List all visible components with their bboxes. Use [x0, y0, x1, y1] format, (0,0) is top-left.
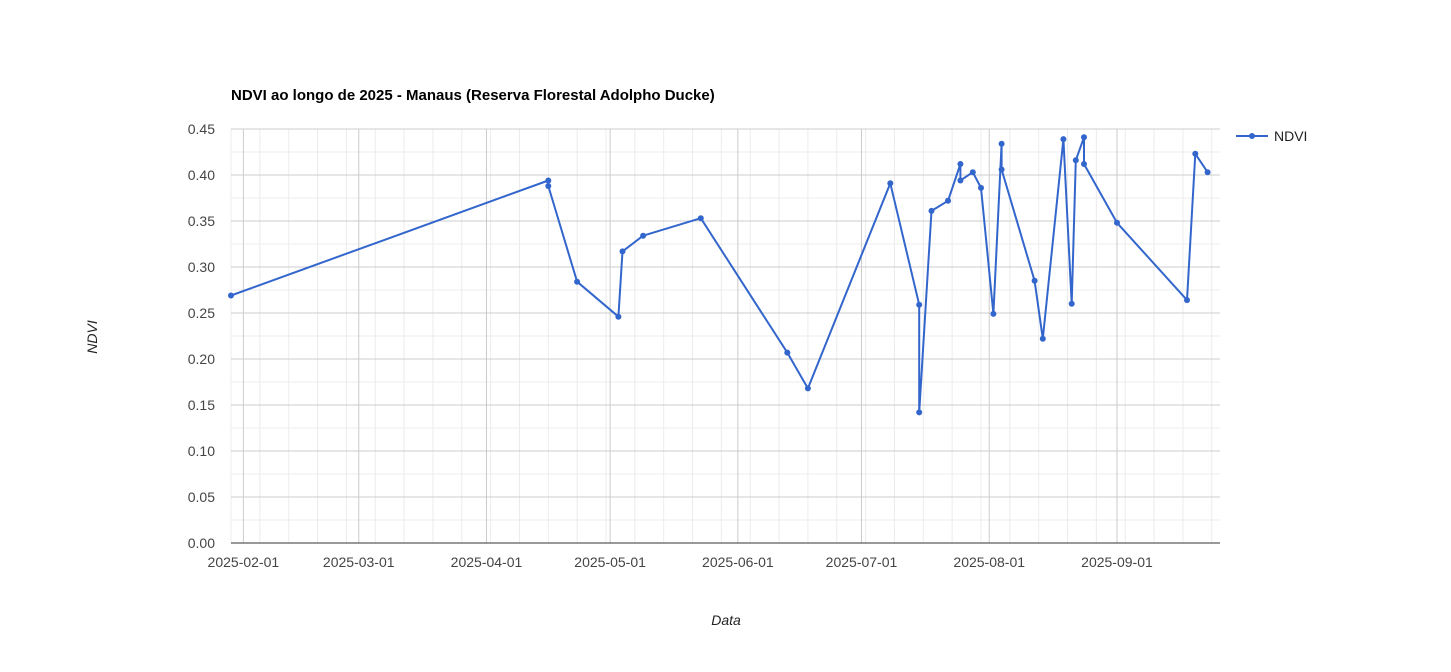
data-point — [1072, 157, 1079, 164]
data-point — [1184, 297, 1190, 304]
data-point — [998, 166, 1005, 173]
data-point — [615, 313, 622, 320]
data-point — [804, 385, 811, 392]
chart-title: NDVI ao longo de 2025 - Manaus (Reserva … — [231, 87, 715, 104]
x-tick-label: 2025-02-01 — [208, 554, 280, 570]
data-point — [945, 197, 951, 204]
y-tick-label: 0.40 — [188, 167, 215, 183]
data-point — [1204, 169, 1211, 176]
data-point — [957, 161, 964, 167]
x-tick-label: 2025-03-01 — [323, 554, 395, 570]
y-tick-label: 0.35 — [188, 213, 215, 229]
x-tick-label: 2025-08-01 — [953, 554, 1025, 570]
y-tick-label: 0.20 — [188, 351, 215, 367]
data-point — [990, 310, 997, 317]
x-tick-label: 2025-05-01 — [574, 554, 646, 570]
y-tick-label: 0.00 — [188, 535, 215, 551]
legend: NDVI — [1236, 128, 1307, 144]
y-tick-label: 0.10 — [188, 443, 215, 459]
x-axis-ticks: 2025-02-01 2025-03-01 2025-04-01 2025-05-01… — [208, 554, 1153, 570]
data-point — [916, 301, 923, 308]
data-point — [1031, 277, 1038, 284]
data-point — [1039, 335, 1046, 342]
data-point — [228, 292, 234, 299]
y-axis-title: NDVI — [84, 320, 100, 354]
data-point — [640, 232, 647, 239]
y-axis-ticks: 0.00 0.05 0.10 0.15 0.20 0.25 0.30 0.35 0.40 0.45 — [188, 121, 215, 551]
x-tick-label: 2025-06-01 — [702, 554, 774, 570]
data-point — [545, 177, 552, 184]
major-gridlines — [231, 128, 1220, 543]
x-tick-label: 2025-07-01 — [826, 554, 898, 570]
minor-gridlines — [230, 129, 1220, 543]
y-tick-label: 0.45 — [188, 121, 215, 137]
data-point — [998, 140, 1005, 147]
data-point — [916, 409, 923, 416]
data-point — [545, 183, 552, 189]
x-axis-title: Data — [711, 612, 741, 628]
data-point — [1081, 134, 1087, 141]
series-ndvi — [228, 134, 1211, 416]
data-point — [619, 248, 626, 255]
y-tick-label: 0.05 — [188, 489, 215, 505]
y-tick-label: 0.25 — [188, 305, 215, 321]
data-point — [957, 177, 964, 184]
legend-marker-ndvi — [1249, 133, 1255, 139]
series-line-ndvi — [230, 136, 1209, 414]
data-point — [978, 184, 984, 191]
legend-label-ndvi: NDVI — [1274, 128, 1307, 144]
data-point — [1060, 136, 1067, 143]
data-point — [928, 207, 935, 214]
data-point — [1068, 300, 1075, 307]
data-point — [574, 278, 581, 285]
data-point — [1192, 150, 1199, 157]
data-point — [697, 215, 704, 222]
x-tick-label: 2025-04-01 — [451, 554, 523, 570]
data-point — [1081, 161, 1087, 167]
data-point — [784, 349, 791, 356]
y-tick-label: 0.30 — [188, 259, 215, 275]
data-point — [887, 180, 894, 187]
data-point — [1114, 219, 1120, 226]
data-point — [969, 169, 976, 176]
y-tick-label: 0.15 — [188, 397, 215, 413]
x-tick-label: 2025-09-01 — [1081, 554, 1153, 570]
